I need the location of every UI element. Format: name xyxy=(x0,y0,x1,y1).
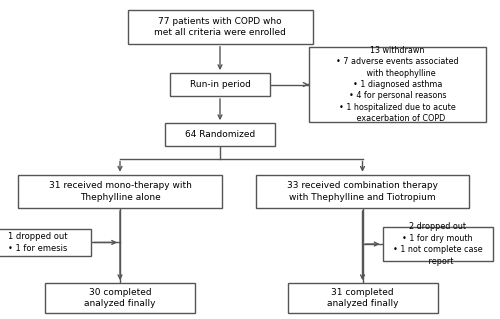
FancyBboxPatch shape xyxy=(382,227,492,261)
Text: 1 dropped out
• 1 for emesis: 1 dropped out • 1 for emesis xyxy=(8,232,67,253)
Text: 64 Randomized: 64 Randomized xyxy=(185,130,255,139)
Text: Run-in period: Run-in period xyxy=(190,80,250,89)
Text: 13 withdrawn
• 7 adverse events associated
   with theophylline
• 1 diagnosed as: 13 withdrawn • 7 adverse events associat… xyxy=(336,46,459,123)
FancyBboxPatch shape xyxy=(45,283,195,313)
FancyBboxPatch shape xyxy=(18,175,223,208)
FancyBboxPatch shape xyxy=(0,229,91,256)
Text: 77 patients with COPD who
met all criteria were enrolled: 77 patients with COPD who met all criter… xyxy=(154,17,286,37)
Text: 33 received combination therapy
with Thephylline and Tiotropium: 33 received combination therapy with The… xyxy=(287,181,438,202)
FancyBboxPatch shape xyxy=(128,11,312,44)
FancyBboxPatch shape xyxy=(165,123,275,146)
FancyBboxPatch shape xyxy=(256,175,469,208)
Text: 2 dropped out
• 1 for dry mouth
• 1 not complete case
   report: 2 dropped out • 1 for dry mouth • 1 not … xyxy=(392,222,482,266)
FancyBboxPatch shape xyxy=(288,283,438,313)
Text: 30 completed
analyzed finally: 30 completed analyzed finally xyxy=(84,288,156,308)
Text: 31 completed
analyzed finally: 31 completed analyzed finally xyxy=(327,288,398,308)
FancyBboxPatch shape xyxy=(170,73,270,96)
Text: 31 received mono-therapy with
Thephylline alone: 31 received mono-therapy with Thephyllin… xyxy=(48,181,192,202)
FancyBboxPatch shape xyxy=(309,47,486,122)
